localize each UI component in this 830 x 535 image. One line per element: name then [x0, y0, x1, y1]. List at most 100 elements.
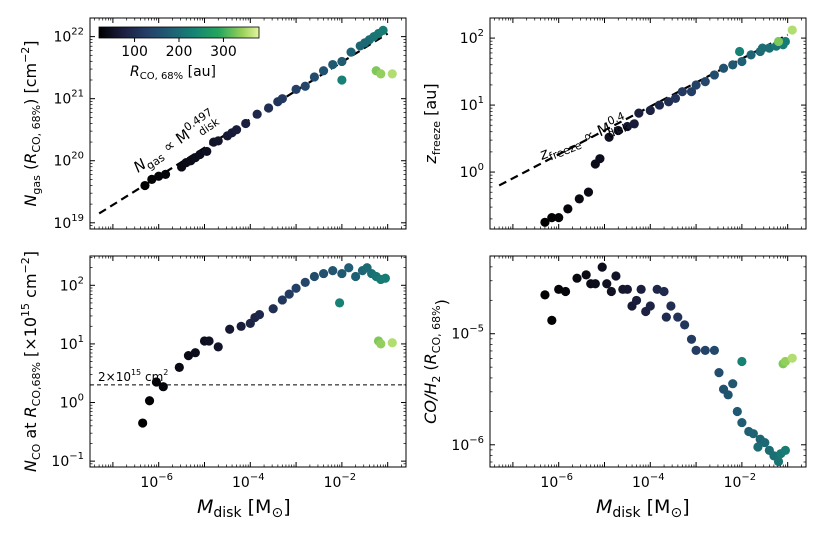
data-point	[183, 351, 194, 361]
data-point	[563, 204, 573, 214]
data-point	[254, 310, 265, 320]
y-tick-label: 10−5	[451, 324, 484, 343]
colorbar: 100 200 300 RCO, 68% [au]	[98, 26, 260, 82]
data-point	[337, 268, 347, 279]
data-point	[334, 298, 345, 308]
data-point	[144, 396, 155, 406]
data-point	[351, 271, 361, 282]
y-tick-label: 1021	[53, 89, 84, 108]
data-point	[540, 290, 550, 300]
data-point	[654, 100, 665, 110]
data-point	[190, 348, 200, 358]
data-point	[622, 284, 632, 294]
colorbar-tick-label: 300	[210, 44, 237, 60]
data-point	[138, 418, 148, 428]
data-point	[590, 279, 600, 289]
data-point	[680, 320, 690, 330]
data-point	[225, 324, 235, 334]
data-point	[195, 149, 205, 160]
y-tick-label: 1020	[53, 151, 84, 170]
data-point	[602, 279, 612, 289]
data-point	[160, 169, 171, 179]
colorbar-tick-label: 200	[166, 44, 193, 60]
fit-label: zfreeze ∝ M0.4disk	[535, 109, 632, 168]
data-point	[691, 80, 701, 90]
data-point	[380, 273, 390, 283]
y-tick-label: 102	[60, 275, 84, 294]
data-point	[748, 429, 758, 439]
data-point	[158, 382, 168, 392]
x-tick-label: 10−6	[140, 472, 173, 491]
data-point	[686, 87, 697, 97]
x-tick-label: 10−2	[724, 472, 757, 491]
data-point	[291, 84, 301, 94]
data-point	[686, 334, 697, 344]
data-point	[700, 345, 710, 355]
x-tick-label: 10−4	[232, 472, 265, 491]
data-point	[213, 136, 223, 146]
data-point	[664, 97, 674, 107]
data-point	[613, 125, 623, 136]
data-point	[636, 284, 646, 294]
data-point	[645, 105, 655, 116]
data-point	[780, 445, 790, 455]
y-tick-label: 102	[460, 28, 484, 47]
colorbar-label: RCO, 68% [au]	[130, 64, 216, 82]
data-point	[387, 338, 397, 348]
data-point	[709, 70, 720, 80]
threshold-label: 2×1015 cm2	[98, 368, 168, 384]
data-point	[346, 47, 356, 57]
data-point	[737, 417, 747, 428]
data-point	[140, 180, 150, 191]
data-point	[737, 56, 747, 67]
data-point	[147, 174, 157, 184]
y-axis-label: CO/H2 (RCO, 68%)	[421, 299, 451, 424]
data-point	[597, 262, 607, 272]
x-tick-label: 10−6	[540, 472, 573, 491]
data-point	[718, 63, 729, 73]
y-tick-label: 101	[60, 334, 84, 353]
x-tick-label: 10−2	[324, 472, 357, 491]
fit-label: Ngas ∝ M0.497disk	[128, 105, 222, 180]
y-tick-label: 100	[60, 393, 84, 412]
data-point	[309, 72, 320, 82]
y-tick-label: 100	[460, 162, 484, 181]
data-point	[560, 286, 571, 297]
data-point	[728, 60, 738, 70]
data-point	[300, 277, 310, 287]
data-point	[604, 132, 614, 142]
data-point	[277, 295, 287, 305]
data-point	[151, 377, 162, 387]
data-point	[583, 187, 594, 197]
data-point	[378, 25, 388, 36]
data-point	[732, 406, 742, 417]
data-point	[611, 271, 621, 281]
data-point	[572, 273, 582, 283]
data-point	[328, 266, 338, 276]
data-point	[629, 119, 639, 129]
data-point	[709, 345, 720, 355]
y-tick-label: 10−1	[51, 451, 84, 470]
data-point	[174, 362, 184, 372]
data-point	[753, 442, 763, 452]
data-point	[677, 87, 687, 97]
x-tick-label: 10−4	[632, 472, 665, 491]
xlabel-right: Mdisk [M⊙]	[596, 496, 690, 521]
data-point	[540, 217, 550, 227]
data-point	[291, 283, 301, 293]
data-point	[376, 69, 386, 79]
y-tick-label: 10−6	[451, 435, 484, 454]
data-point	[700, 77, 710, 87]
axes-frame	[489, 17, 807, 230]
y-axis-label: NCO at RCO,68% [×1015 cm−2]	[19, 251, 43, 472]
colorbar-bar	[98, 26, 260, 39]
data-point	[773, 456, 784, 467]
data-point	[757, 43, 768, 53]
data-point	[231, 125, 242, 135]
data-point	[252, 109, 262, 119]
data-point	[595, 154, 605, 164]
fit-line	[498, 33, 789, 187]
data-point	[376, 339, 386, 349]
data-point	[554, 213, 564, 223]
